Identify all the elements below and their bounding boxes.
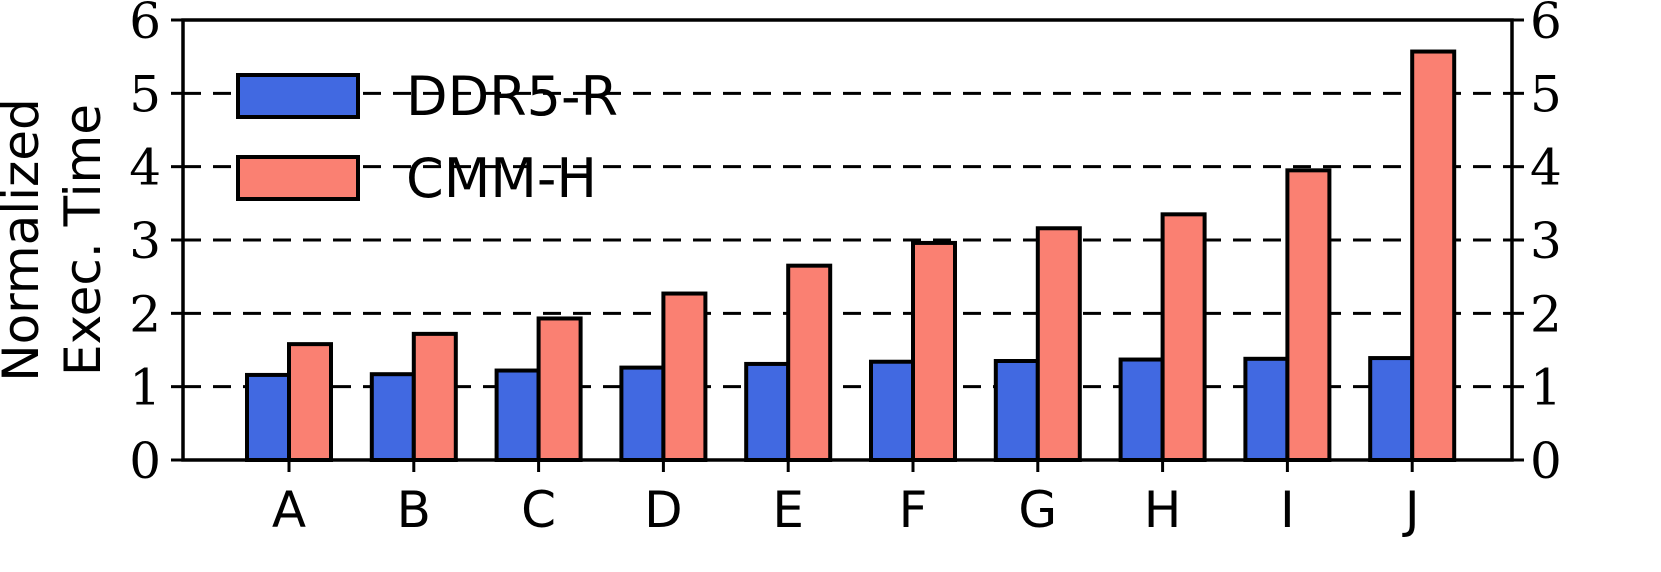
legend-label-cmm-h: CMM-H (406, 147, 597, 210)
x-tick-label-c: C (521, 481, 556, 539)
y-axis-title-line-1: Normalized (0, 98, 50, 382)
bar-cmm-h-b (411, 331, 458, 462)
y-axis-title: Normalized Exec. Time (0, 98, 112, 382)
bar-cmm-h-e (786, 263, 833, 462)
y-tick-label-left: 4 (129, 139, 161, 197)
legend: DDR5-R CMM-H (236, 65, 618, 210)
bar-cmm-h-c (536, 316, 583, 463)
x-tick-label-f: F (899, 481, 928, 539)
bar-cmm-h-j (1410, 49, 1457, 463)
y-axis-title-line-2: Exec. Time (54, 104, 112, 376)
bar-ddr5-r-e (744, 361, 791, 462)
y-tick-label-left: 1 (129, 359, 161, 417)
x-tick-label-h: H (1144, 481, 1182, 539)
x-tick-label-g: G (1018, 481, 1057, 539)
y-tick-label-left: 2 (129, 285, 161, 343)
x-tick-label-d: D (644, 481, 683, 539)
y-tick-label-right: 3 (1530, 212, 1562, 270)
x-tick-label-j: J (1402, 481, 1420, 539)
y-ticks-right: 0 1 2 3 4 5 6 (1512, 0, 1562, 490)
y-tick-label-left: 5 (129, 65, 161, 123)
bar-ddr5-r-h (1118, 357, 1165, 462)
bar-ddr5-r-a (245, 372, 291, 462)
bar-cmm-h-h (1160, 212, 1207, 462)
bar-ddr5-r-g (993, 359, 1040, 462)
legend-label-ddr5-r: DDR5-R (406, 65, 618, 128)
bar-ddr5-r-i (1243, 356, 1290, 462)
bar-cmm-h-g (1035, 226, 1082, 462)
bar-ddr5-r-j (1368, 356, 1415, 463)
y-tick-label-right: 2 (1530, 285, 1562, 343)
y-tick-label-left: 6 (129, 0, 161, 50)
x-tick-label-b: B (397, 481, 431, 539)
x-tick-label-a: A (272, 481, 306, 539)
x-tick-label-e: E (772, 481, 804, 539)
y-tick-label-left: 0 (129, 432, 161, 490)
bar-ddr5-r-f (869, 359, 915, 463)
legend-swatch-cmm-h (236, 155, 360, 201)
bars (245, 49, 1457, 463)
x-tick-label-i: I (1280, 481, 1295, 539)
legend-swatch-ddr5-r (236, 73, 360, 119)
y-tick-label-right: 6 (1530, 0, 1562, 50)
x-ticks: A B C D E F G H I J (272, 460, 1420, 539)
bar-ddr5-r-d (619, 365, 666, 463)
y-tick-label-right: 1 (1530, 359, 1562, 417)
y-ticks-left: 0 1 2 3 4 5 6 (129, 0, 183, 490)
y-tick-label-left: 3 (129, 212, 161, 270)
bar-cmm-h-f (911, 240, 957, 462)
bar-ddr5-r-b (369, 372, 416, 463)
bar-ddr5-r-c (494, 368, 541, 462)
bar-cmm-h-d (661, 291, 708, 462)
y-tick-label-right: 0 (1530, 432, 1562, 490)
bar-cmm-h-i (1285, 168, 1332, 462)
y-tick-label-right: 4 (1530, 139, 1562, 197)
y-tick-label-right: 5 (1530, 65, 1562, 123)
bar-cmm-h-a (287, 342, 333, 462)
